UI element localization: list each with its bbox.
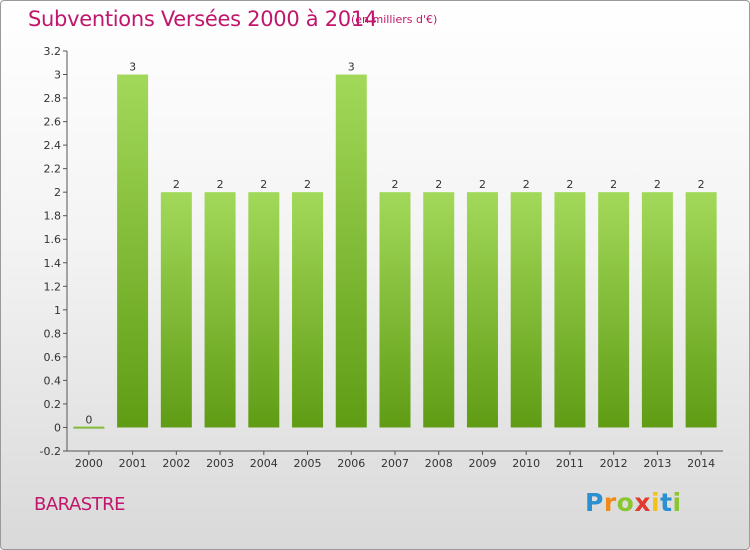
bar bbox=[248, 192, 280, 428]
x-tick-label: 2002 bbox=[162, 457, 190, 470]
y-tick-label: 2.2 bbox=[44, 163, 62, 176]
y-tick-label: 0.4 bbox=[44, 374, 62, 387]
bar-value-label: 2 bbox=[217, 178, 224, 191]
bar bbox=[292, 192, 324, 428]
y-tick-label: 1 bbox=[54, 304, 61, 317]
logo-letter: P bbox=[585, 488, 604, 517]
y-tick-label: -0.2 bbox=[40, 445, 61, 458]
bar bbox=[204, 192, 236, 428]
x-tick-label: 2006 bbox=[337, 457, 365, 470]
y-tick-label: 0.8 bbox=[44, 327, 62, 340]
y-tick-label: 2 bbox=[54, 186, 61, 199]
bar bbox=[510, 192, 542, 428]
bar bbox=[160, 192, 192, 428]
y-tick-label: 2.6 bbox=[44, 116, 62, 129]
x-tick-label: 2003 bbox=[206, 457, 234, 470]
y-tick-label: 0.2 bbox=[44, 398, 62, 411]
bar bbox=[335, 74, 367, 428]
bar bbox=[73, 426, 105, 429]
chart-subtitle: (en milliers d'€) bbox=[351, 13, 438, 26]
x-tick-label: 2013 bbox=[643, 457, 671, 470]
x-tick-label: 2000 bbox=[75, 457, 103, 470]
x-tick-label: 2012 bbox=[600, 457, 628, 470]
bar-value-label: 2 bbox=[654, 178, 661, 191]
y-tick-label: 0.6 bbox=[44, 351, 62, 364]
place-name: BARASTRE bbox=[34, 494, 126, 515]
bar bbox=[379, 192, 411, 428]
bar-value-label: 2 bbox=[304, 178, 311, 191]
bar-value-label: 2 bbox=[523, 178, 530, 191]
x-tick-label: 2009 bbox=[468, 457, 496, 470]
x-tick-label: 2008 bbox=[425, 457, 453, 470]
bar bbox=[117, 74, 149, 428]
x-tick-label: 2010 bbox=[512, 457, 540, 470]
bar-value-label: 3 bbox=[129, 61, 136, 74]
chart-title: Subventions Versées 2000 à 2014 bbox=[28, 7, 377, 31]
x-tick-label: 2014 bbox=[687, 457, 715, 470]
logo-letter: o bbox=[616, 488, 635, 517]
y-tick-label: 3 bbox=[54, 69, 61, 82]
y-tick-label: 0 bbox=[54, 421, 61, 434]
bar-value-label: 2 bbox=[260, 178, 267, 191]
bar-value-label: 2 bbox=[610, 178, 617, 191]
y-tick-label: 1.2 bbox=[44, 280, 62, 293]
bar-value-label: 0 bbox=[85, 413, 92, 426]
bar bbox=[466, 192, 498, 428]
y-tick-label: 2.4 bbox=[44, 139, 62, 152]
bar bbox=[423, 192, 455, 428]
bar-value-label: 2 bbox=[173, 178, 180, 191]
bar-value-label: 2 bbox=[698, 178, 705, 191]
chart-labels: 2000 0 2001 3 2002 2 2003 2 2004 2 2005 2 2006 3 2007 2… bbox=[75, 61, 715, 470]
logo-letter: t bbox=[660, 488, 673, 517]
proxiti-logo: Proxiti bbox=[585, 488, 682, 517]
y-tick-label: 1.6 bbox=[44, 233, 62, 246]
bar-value-label: 2 bbox=[566, 178, 573, 191]
logo-letter: i bbox=[672, 488, 682, 517]
bar-value-label: 2 bbox=[479, 178, 486, 191]
bar bbox=[641, 192, 673, 428]
chart-bars bbox=[73, 74, 717, 429]
logo-letter: r bbox=[603, 488, 617, 517]
y-tick-label: 1.4 bbox=[44, 257, 62, 270]
bar-value-label: 3 bbox=[348, 61, 355, 74]
y-tick-label: 3.2 bbox=[44, 45, 62, 58]
bar-value-label: 2 bbox=[392, 178, 399, 191]
y-tick-label: 1.8 bbox=[44, 210, 62, 223]
logo-letter: x bbox=[634, 488, 651, 517]
x-tick-label: 2005 bbox=[294, 457, 322, 470]
x-tick-label: 2004 bbox=[250, 457, 278, 470]
x-tick-label: 2011 bbox=[556, 457, 584, 470]
bar bbox=[554, 192, 586, 428]
y-tick-label: 2.8 bbox=[44, 92, 62, 105]
logo-letter: i bbox=[651, 488, 661, 517]
bar bbox=[598, 192, 630, 428]
x-tick-label: 2001 bbox=[119, 457, 147, 470]
bar bbox=[685, 192, 717, 428]
x-tick-label: 2007 bbox=[381, 457, 409, 470]
chart-axes: 3.2 3 2.8 2.6 2.4 2.2 2 1.8 1.6 1.4 1.2 1 0.8 0.6 0.4 0… bbox=[40, 45, 723, 458]
bar-value-label: 2 bbox=[435, 178, 442, 191]
